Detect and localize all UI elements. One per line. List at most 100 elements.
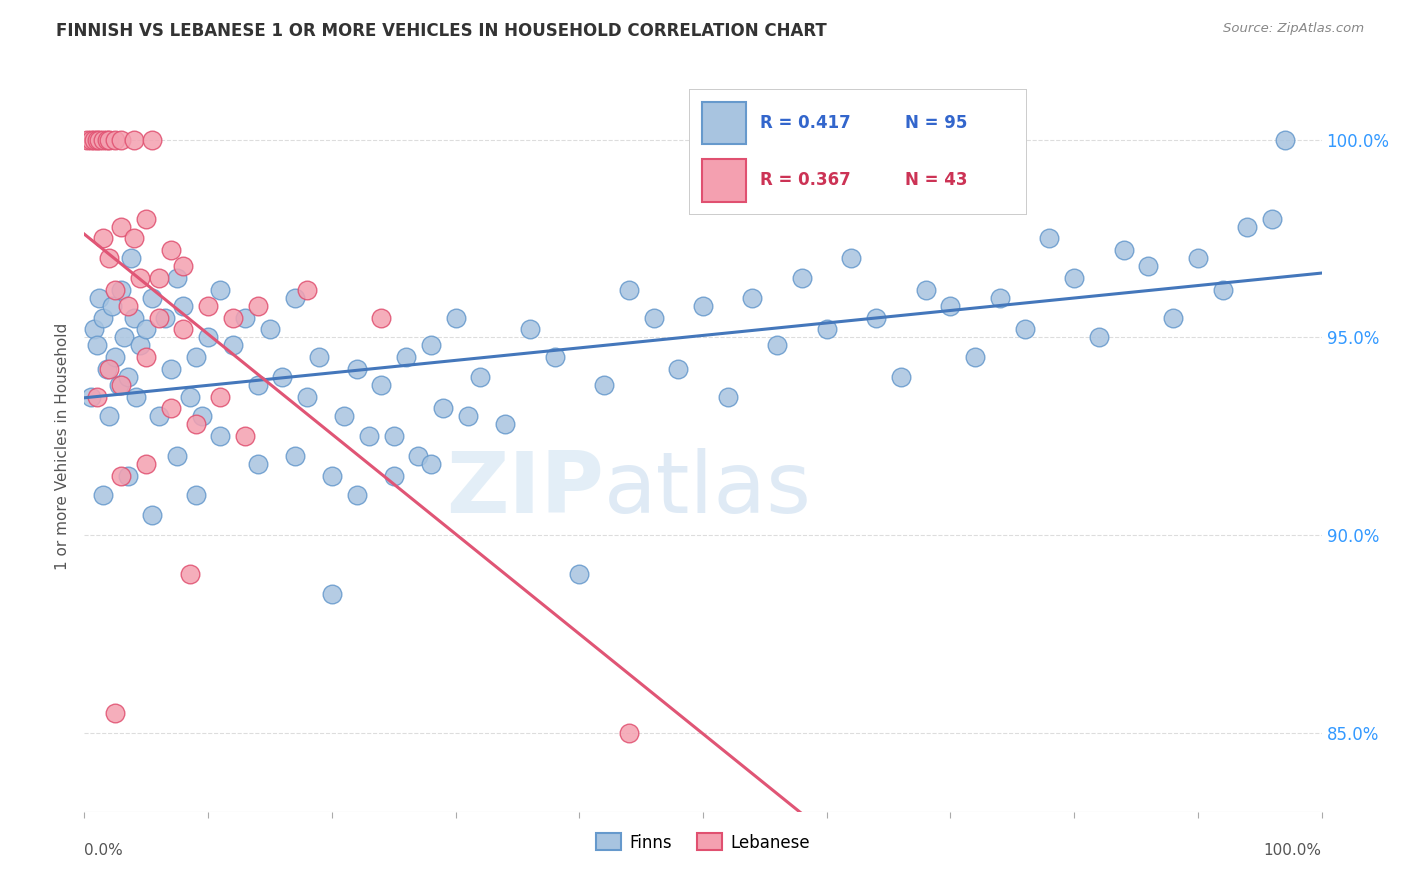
Point	[166, 449, 188, 463]
Point	[172, 299, 194, 313]
Point	[419, 457, 441, 471]
Point	[1088, 330, 1111, 344]
Text: N = 43: N = 43	[905, 171, 967, 189]
Point	[543, 350, 565, 364]
Point	[432, 401, 454, 416]
Point	[370, 377, 392, 392]
Point	[233, 429, 256, 443]
Point	[160, 362, 183, 376]
Point	[89, 291, 111, 305]
Point	[110, 219, 132, 234]
Point	[91, 310, 114, 325]
Point	[308, 350, 330, 364]
Point	[617, 725, 640, 739]
Point	[112, 330, 135, 344]
Point	[179, 390, 201, 404]
Point	[1161, 310, 1184, 325]
Text: atlas: atlas	[605, 449, 813, 532]
Text: ZIP: ZIP	[446, 449, 605, 532]
Point	[395, 350, 418, 364]
Point	[321, 468, 343, 483]
Point	[197, 330, 219, 344]
Point	[617, 283, 640, 297]
Text: R = 0.417: R = 0.417	[759, 114, 851, 132]
Point	[86, 338, 108, 352]
Point	[939, 299, 962, 313]
Point	[117, 468, 139, 483]
Legend: Finns, Lebanese: Finns, Lebanese	[589, 827, 817, 858]
Point	[1187, 251, 1209, 265]
Point	[271, 369, 294, 384]
Point	[125, 390, 148, 404]
Point	[692, 299, 714, 313]
Point	[98, 362, 121, 376]
Point	[197, 299, 219, 313]
Point	[160, 401, 183, 416]
Point	[643, 310, 665, 325]
Point	[1212, 283, 1234, 297]
Point	[83, 132, 105, 146]
Point	[1236, 219, 1258, 234]
Point	[89, 132, 111, 146]
Point	[120, 251, 142, 265]
Point	[79, 132, 101, 146]
Point	[148, 310, 170, 325]
Point	[333, 409, 356, 424]
Point	[172, 259, 194, 273]
Point	[865, 310, 887, 325]
Point	[135, 322, 157, 336]
Text: 100.0%: 100.0%	[1264, 843, 1322, 858]
Point	[104, 706, 127, 720]
Point	[110, 377, 132, 392]
Point	[295, 283, 318, 297]
Point	[91, 132, 114, 146]
Point	[209, 429, 232, 443]
Point	[122, 310, 145, 325]
Text: 0.0%: 0.0%	[84, 843, 124, 858]
Point	[346, 362, 368, 376]
Point	[96, 132, 118, 146]
Point	[141, 132, 163, 146]
Point	[209, 283, 232, 297]
Point	[284, 291, 307, 305]
Point	[295, 390, 318, 404]
Point	[184, 350, 207, 364]
Point	[259, 322, 281, 336]
Point	[1137, 259, 1160, 273]
Point	[104, 350, 127, 364]
Point	[104, 132, 127, 146]
Point	[382, 429, 405, 443]
Point	[191, 409, 214, 424]
Text: N = 95: N = 95	[905, 114, 967, 132]
Point	[91, 488, 114, 502]
Point	[222, 338, 245, 352]
Point	[122, 231, 145, 245]
Point	[1014, 322, 1036, 336]
Point	[790, 271, 813, 285]
Point	[408, 449, 430, 463]
Point	[98, 409, 121, 424]
Point	[117, 369, 139, 384]
Point	[1038, 231, 1060, 245]
Point	[457, 409, 479, 424]
Point	[494, 417, 516, 432]
Point	[141, 508, 163, 523]
Point	[419, 338, 441, 352]
Point	[284, 449, 307, 463]
Point	[222, 310, 245, 325]
Point	[382, 468, 405, 483]
Point	[98, 251, 121, 265]
Point	[160, 244, 183, 258]
Point	[246, 299, 269, 313]
Point	[914, 283, 936, 297]
Point	[79, 390, 101, 404]
Point	[593, 377, 616, 392]
Point	[233, 310, 256, 325]
Point	[1112, 244, 1135, 258]
Point	[83, 322, 105, 336]
Point	[148, 271, 170, 285]
Point	[184, 417, 207, 432]
Point	[519, 322, 541, 336]
Point	[179, 567, 201, 582]
Point	[129, 271, 152, 285]
